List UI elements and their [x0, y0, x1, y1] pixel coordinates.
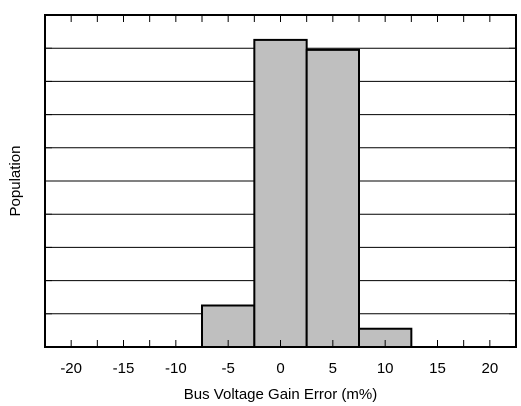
histogram-bar [305, 48, 360, 349]
plot-frame [44, 14, 517, 348]
tick-marks [44, 15, 517, 347]
x-tick-label: -15 [113, 360, 135, 377]
x-tick-label: 5 [329, 360, 337, 377]
x-tick-label: -5 [221, 360, 234, 377]
x-tick-label: 0 [276, 360, 284, 377]
bars [201, 38, 413, 349]
x-tick-label: 15 [429, 360, 446, 377]
tick-labels: -20 -15 -10 -5 0 5 10 15 20 [60, 360, 498, 377]
histogram-bar [253, 38, 308, 349]
y-axis-title: Population [7, 146, 24, 217]
x-tick-label: -20 [60, 360, 82, 377]
x-tick-label: 10 [377, 360, 394, 377]
x-axis-title: Bus Voltage Gain Error (m%) [184, 386, 377, 403]
x-tick-label: -10 [165, 360, 187, 377]
x-tick-label: 20 [481, 360, 498, 377]
